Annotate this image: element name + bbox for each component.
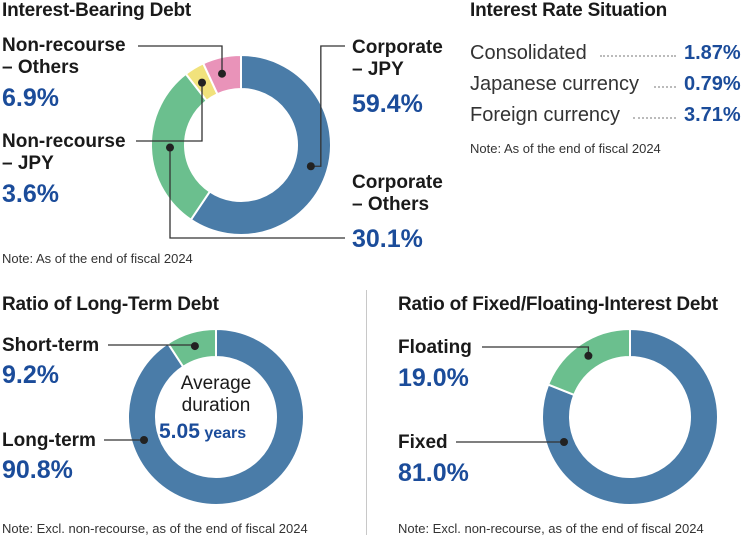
- value-long-term: 90.8%: [2, 456, 73, 484]
- rate-value-japanese: 0.79%: [684, 73, 741, 95]
- rate-value-consolidated: 1.87%: [684, 42, 741, 64]
- rate-name-consolidated: Consolidated: [470, 42, 587, 64]
- donut-slice-1: [150, 72, 212, 222]
- rate-leader-dots: [633, 117, 676, 119]
- value-nonrecourse-others: 6.9%: [2, 84, 59, 112]
- chart1-donut: [150, 53, 332, 236]
- rate-value-foreign: 3.71%: [684, 104, 741, 126]
- label-corporate-jpy: Corporate – JPY: [352, 37, 443, 80]
- value-fixed: 81.0%: [398, 459, 469, 487]
- label-long-term: Long-term: [2, 430, 96, 451]
- label-corporate-others: Corporate – Others: [352, 172, 443, 215]
- label-floating: Floating: [398, 337, 472, 358]
- rate-leader-dots: [654, 86, 676, 88]
- chart1-title: Interest-Bearing Debt: [2, 0, 192, 21]
- rate-title: Interest Rate Situation: [470, 0, 668, 21]
- label-nonrecourse-others: Non-recourse – Others: [2, 35, 126, 78]
- value-floating: 19.0%: [398, 364, 469, 392]
- center-label: Average duration: [180, 373, 252, 416]
- value-corporate-jpy: 59.4%: [352, 90, 423, 118]
- section-divider: [366, 290, 367, 535]
- rate-note: Note: As of the end of fiscal 2024: [470, 141, 661, 156]
- value-short-term: 9.2%: [2, 361, 59, 389]
- value-nonrecourse-jpy: 3.6%: [2, 180, 59, 208]
- chart3-title: Ratio of Fixed/Floating-Interest Debt: [398, 294, 718, 315]
- chart2-title: Ratio of Long-Term Debt: [2, 294, 219, 315]
- rate-name-japanese: Japanese currency: [470, 73, 639, 95]
- rate-leader-dots: [600, 55, 676, 57]
- donut-slice-1: [546, 327, 631, 397]
- label-short-term: Short-term: [2, 335, 100, 356]
- label-fixed: Fixed: [398, 432, 448, 453]
- chart3-note: Note: Excl. non-recourse, as of the end …: [398, 521, 704, 536]
- chart2-donut: [127, 327, 305, 506]
- rate-name-foreign: Foreign currency: [470, 104, 621, 126]
- chart3-donut: [541, 327, 719, 506]
- value-corporate-others: 30.1%: [352, 225, 423, 253]
- center-average-duration: 5.05 years: [159, 420, 247, 443]
- donut-slice-0: [127, 327, 305, 506]
- donut-slice-0: [541, 327, 719, 506]
- chart2-note: Note: Excl. non-recourse, as of the end …: [2, 521, 308, 536]
- chart1-note: Note: As of the end of fiscal 2024: [2, 251, 193, 266]
- label-nonrecourse-jpy: Non-recourse – JPY: [2, 131, 126, 174]
